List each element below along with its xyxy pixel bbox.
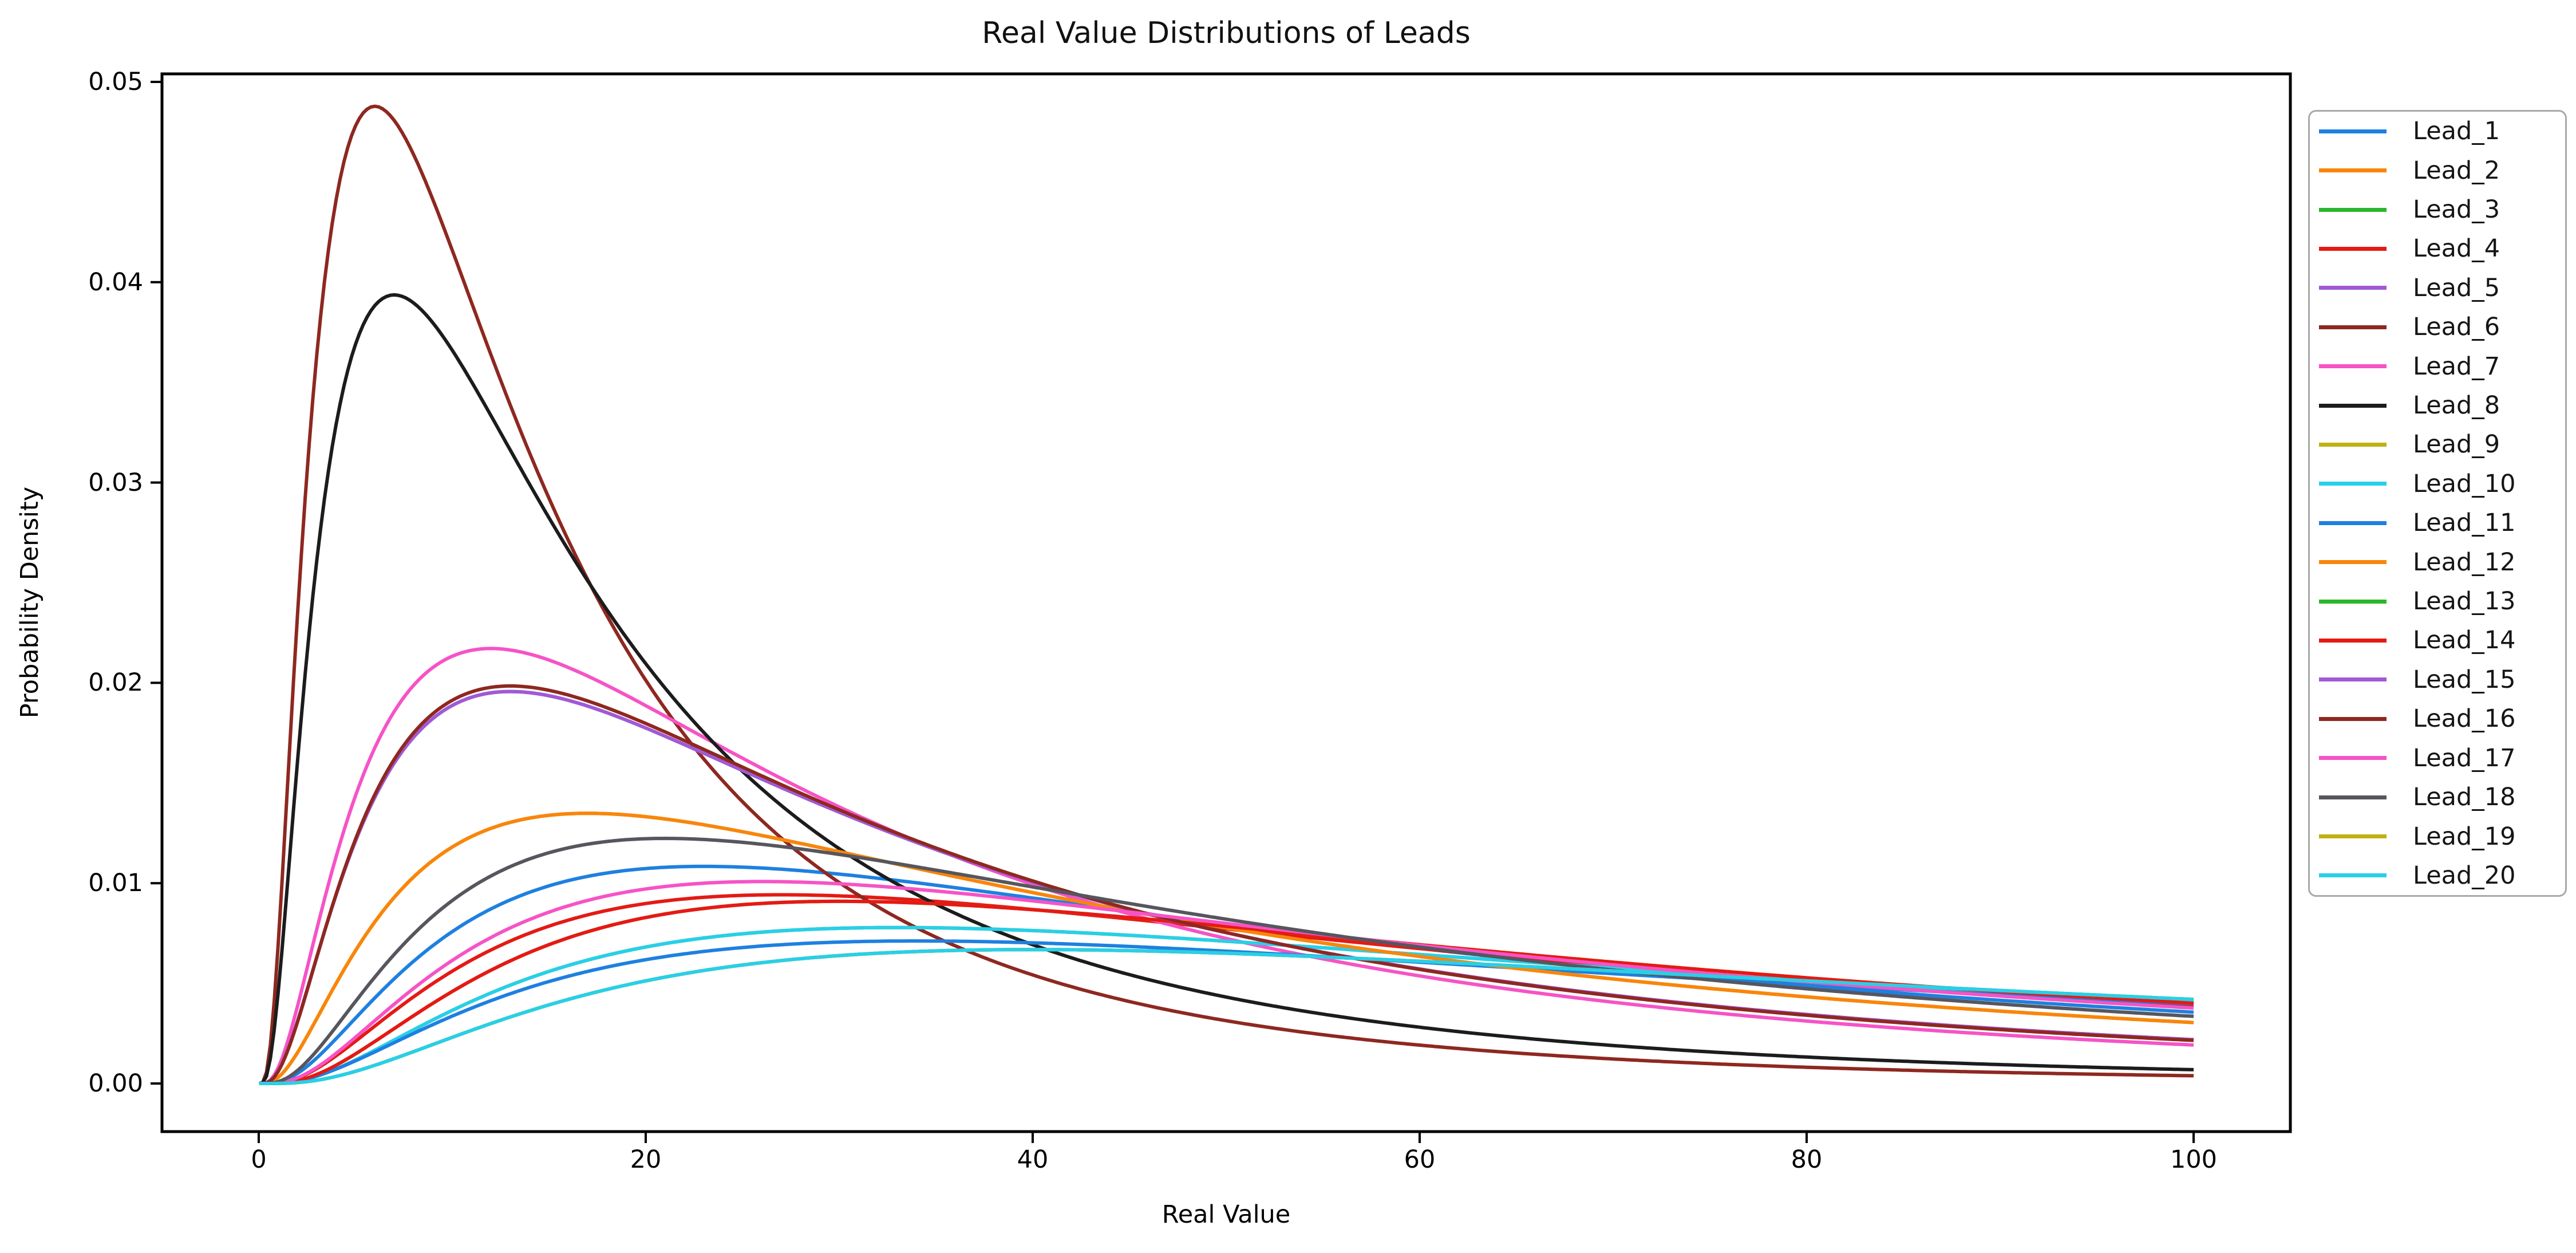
- legend-line-swatch: [2319, 873, 2387, 878]
- legend-line-swatch: [2319, 286, 2387, 290]
- curve-lead_17: [259, 880, 2194, 1085]
- legend-label: Lead_13: [2413, 587, 2516, 616]
- legend-item: Lead_15: [2310, 660, 2565, 699]
- curve-lead_16: [259, 684, 2194, 1085]
- x-axis-label: Real Value: [1161, 1200, 1291, 1229]
- legend-line-swatch: [2319, 560, 2387, 565]
- legend-label: Lead_14: [2413, 626, 2516, 655]
- curve-lead_18: [259, 837, 2194, 1085]
- legend-item: Lead_7: [2310, 346, 2565, 385]
- legend-label: Lead_10: [2413, 469, 2516, 498]
- legend-item: Lead_10: [2310, 464, 2565, 503]
- x-tick-label: 40: [1017, 1145, 1049, 1174]
- legend-line-swatch: [2319, 795, 2387, 799]
- legend-line-swatch: [2319, 207, 2387, 212]
- legend-item: Lead_4: [2310, 229, 2565, 268]
- legend-item: Lead_13: [2310, 582, 2565, 621]
- legend-label: Lead_2: [2413, 156, 2500, 185]
- curve-lead_7: [259, 647, 2194, 1085]
- legend-line-swatch: [2319, 521, 2387, 525]
- legend-item: Lead_9: [2310, 425, 2565, 464]
- legend-label: Lead_16: [2413, 704, 2516, 734]
- legend-line-swatch: [2319, 364, 2387, 369]
- y-tick-label: 0.05: [88, 67, 143, 96]
- legend-line-swatch: [2319, 716, 2387, 721]
- legend-line-swatch: [2319, 677, 2387, 682]
- legend-line-swatch: [2319, 442, 2387, 447]
- legend-label: Lead_4: [2413, 234, 2500, 263]
- legend-label: Lead_11: [2413, 509, 2516, 538]
- y-tick-label: 0.01: [88, 869, 143, 898]
- legend: Lead_1 Lead_2 Lead_3 Lead_4 Lead_5 Lead_6 Lead…: [2308, 110, 2567, 897]
- x-tick-label: 0: [251, 1145, 267, 1174]
- legend-label: Lead_18: [2413, 783, 2516, 812]
- legend-line-swatch: [2319, 325, 2387, 329]
- legend-label: Lead_19: [2413, 822, 2516, 851]
- legend-item: Lead_3: [2310, 190, 2565, 229]
- legend-item: Lead_14: [2310, 621, 2565, 660]
- x-tick-label: 60: [1404, 1145, 1436, 1174]
- x-tick-label: 20: [630, 1145, 662, 1174]
- legend-label: Lead_5: [2413, 273, 2500, 302]
- legend-label: Lead_3: [2413, 195, 2500, 224]
- legend-item: Lead_20: [2310, 856, 2565, 895]
- legend-item: Lead_5: [2310, 269, 2565, 308]
- curve-lead_6: [259, 104, 2194, 1085]
- curve-lead_8: [259, 293, 2194, 1085]
- y-tick-label: 0.02: [88, 668, 143, 698]
- y-tick-label: 0.03: [88, 468, 143, 497]
- legend-label: Lead_12: [2413, 547, 2516, 577]
- legend-label: Lead_8: [2413, 391, 2500, 420]
- legend-item: Lead_2: [2310, 151, 2565, 190]
- legend-line-swatch: [2319, 834, 2387, 839]
- legend-label: Lead_9: [2413, 430, 2500, 459]
- legend-line-swatch: [2319, 482, 2387, 486]
- curve-lead_20: [259, 948, 2194, 1085]
- legend-line-swatch: [2319, 403, 2387, 408]
- legend-item: Lead_6: [2310, 308, 2565, 346]
- legend-item: Lead_17: [2310, 739, 2565, 778]
- curve-lead_1: [259, 864, 2194, 1085]
- legend-item: Lead_19: [2310, 817, 2565, 856]
- legend-item: Lead_11: [2310, 503, 2565, 542]
- x-tick-label: 80: [1791, 1145, 1823, 1174]
- x-tick-label: 100: [2170, 1145, 2218, 1174]
- legend-line-swatch: [2319, 246, 2387, 251]
- plot-border: [160, 72, 2292, 1133]
- legend-item: Lead_1: [2310, 112, 2565, 151]
- legend-label: Lead_17: [2413, 743, 2516, 773]
- legend-item: Lead_8: [2310, 386, 2565, 425]
- legend-item: Lead_12: [2310, 542, 2565, 581]
- legend-line-swatch: [2319, 599, 2387, 604]
- legend-label: Lead_15: [2413, 665, 2516, 694]
- legend-label: Lead_6: [2413, 313, 2500, 342]
- legend-label: Lead_1: [2413, 117, 2500, 146]
- legend-line-swatch: [2319, 638, 2387, 643]
- legend-label: Lead_20: [2413, 861, 2516, 890]
- legend-line-swatch: [2319, 168, 2387, 173]
- y-tick-label: 0.04: [88, 267, 143, 297]
- legend-line-swatch: [2319, 129, 2387, 133]
- legend-line-swatch: [2319, 756, 2387, 761]
- legend-label: Lead_7: [2413, 352, 2500, 381]
- legend-item: Lead_16: [2310, 699, 2565, 738]
- legend-item: Lead_18: [2310, 778, 2565, 817]
- y-tick-label: 0.00: [88, 1069, 143, 1098]
- chart-title: Real Value Distributions of Leads: [982, 16, 1471, 50]
